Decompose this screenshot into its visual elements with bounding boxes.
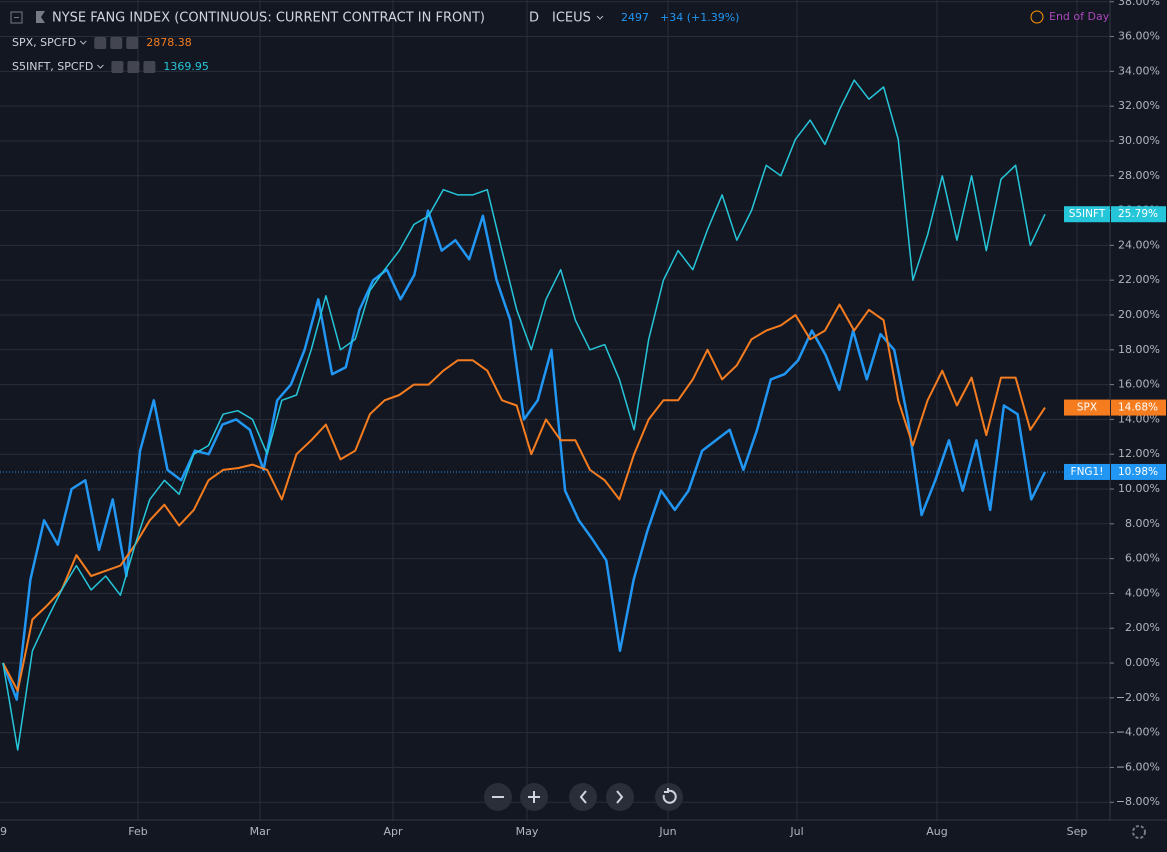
y-tick-label: 18.00% — [1118, 343, 1160, 356]
series-line — [2, 79, 1046, 751]
y-tick-label: 34.00% — [1118, 64, 1160, 77]
x-tick-label: Feb — [128, 825, 147, 838]
y-tick-label: 28.00% — [1118, 169, 1160, 182]
y-tick-label: 10.00% — [1118, 482, 1160, 495]
icon — [616, 790, 624, 804]
legend-price: 2878.38 — [146, 36, 192, 49]
value-tag — [1111, 206, 1166, 223]
reset-button[interactable] — [655, 783, 683, 811]
x-tick-label: Apr — [383, 825, 403, 838]
title: NYSE FANG INDEX (CONTINUOUS: CURRENT CON… — [52, 11, 485, 26]
legend-price: 1369.95 — [163, 60, 209, 73]
dropdown[interactable] — [97, 64, 104, 69]
y-tick-label: 22.00% — [1118, 273, 1160, 286]
navigation — [484, 783, 1146, 839]
settings-button[interactable] — [1132, 825, 1146, 839]
exchange: ICEUS — [552, 11, 591, 26]
lines — [0, 79, 1110, 751]
dropdown[interactable] — [596, 15, 604, 20]
y-tick-label: 8.00% — [1125, 517, 1160, 530]
y-tick-label: −8.00% — [1116, 795, 1160, 808]
y-tick-label: 2.00% — [1125, 621, 1160, 634]
series-tag — [1064, 463, 1110, 480]
y-tick-label: 4.00% — [1125, 586, 1160, 599]
change: +34 (+1.39%) — [660, 11, 739, 24]
remove-button[interactable] — [143, 61, 156, 73]
collapse-icon[interactable] — [10, 11, 23, 24]
settings-button[interactable] — [127, 61, 140, 73]
eod-icon — [1030, 10, 1044, 24]
y-tick-label: 6.00% — [1125, 552, 1160, 565]
x-tick-label: 2019 — [0, 825, 7, 838]
icon — [528, 791, 540, 803]
y-tick-label: 30.00% — [1118, 134, 1160, 147]
show-hide-button[interactable] — [94, 37, 107, 49]
icon — [579, 790, 587, 804]
y-tick-label: 0.00% — [1125, 656, 1160, 669]
series-tag-name: SPX — [1077, 402, 1097, 414]
show-hide-button[interactable] — [111, 61, 124, 73]
x-tick-label: Jun — [658, 825, 676, 838]
settings-button[interactable] — [110, 37, 123, 49]
y-tick-label: −6.00% — [1116, 760, 1160, 773]
series-tag-name: FNG1! — [1071, 466, 1104, 478]
series-tag — [1064, 399, 1110, 416]
y-tick-label: 14.00% — [1118, 412, 1160, 425]
last-price: 2497 — [621, 11, 649, 24]
flag-icon — [36, 11, 45, 24]
mode: End of Day — [1049, 10, 1110, 23]
legend: NYSE FANG INDEX (CONTINUOUS: CURRENT CON… — [10, 10, 1110, 73]
y-tick-label: −2.00% — [1116, 691, 1160, 704]
value-tag-label: 14.68% — [1118, 402, 1158, 414]
y-tick-label: −4.00% — [1116, 726, 1160, 739]
x-tick-label: Sep — [1067, 825, 1088, 838]
value-tag — [1111, 463, 1166, 480]
y-tick-label: 36.00% — [1118, 30, 1160, 43]
scroll-left-button[interactable] — [569, 783, 597, 811]
legend-name: SPX, SPCFD — [12, 36, 76, 49]
value-tag — [1111, 399, 1166, 416]
x-tick-label: Mar — [250, 825, 271, 838]
series-line — [2, 303, 1046, 692]
x-tick-label: Jul — [789, 825, 803, 838]
legend-name: S5INFT, SPCFD — [12, 60, 93, 73]
icon — [662, 788, 677, 804]
value-tag-label: 10.98% — [1118, 466, 1158, 478]
grid — [0, 0, 1110, 820]
series-line — [1, 209, 1047, 701]
y-tick-label: 16.00% — [1118, 378, 1160, 391]
series-tag — [1064, 206, 1110, 223]
x-tick-label: Aug — [926, 825, 947, 838]
y-tick-label: 20.00% — [1118, 308, 1160, 321]
scroll-right-button[interactable] — [606, 783, 634, 811]
x-tick-label: May — [516, 825, 539, 838]
interval: D — [529, 11, 539, 26]
y-tick-label: 12.00% — [1118, 447, 1160, 460]
remove-button[interactable] — [126, 37, 139, 49]
value-tag-label: 25.79% — [1118, 208, 1158, 220]
y-tick-label: 24.00% — [1118, 238, 1160, 251]
dropdown[interactable] — [79, 40, 87, 45]
y-tick-label: 38.00% — [1118, 0, 1160, 8]
y-tick-label: 32.00% — [1118, 99, 1160, 112]
series-tag-name: S5INFT — [1069, 208, 1106, 220]
